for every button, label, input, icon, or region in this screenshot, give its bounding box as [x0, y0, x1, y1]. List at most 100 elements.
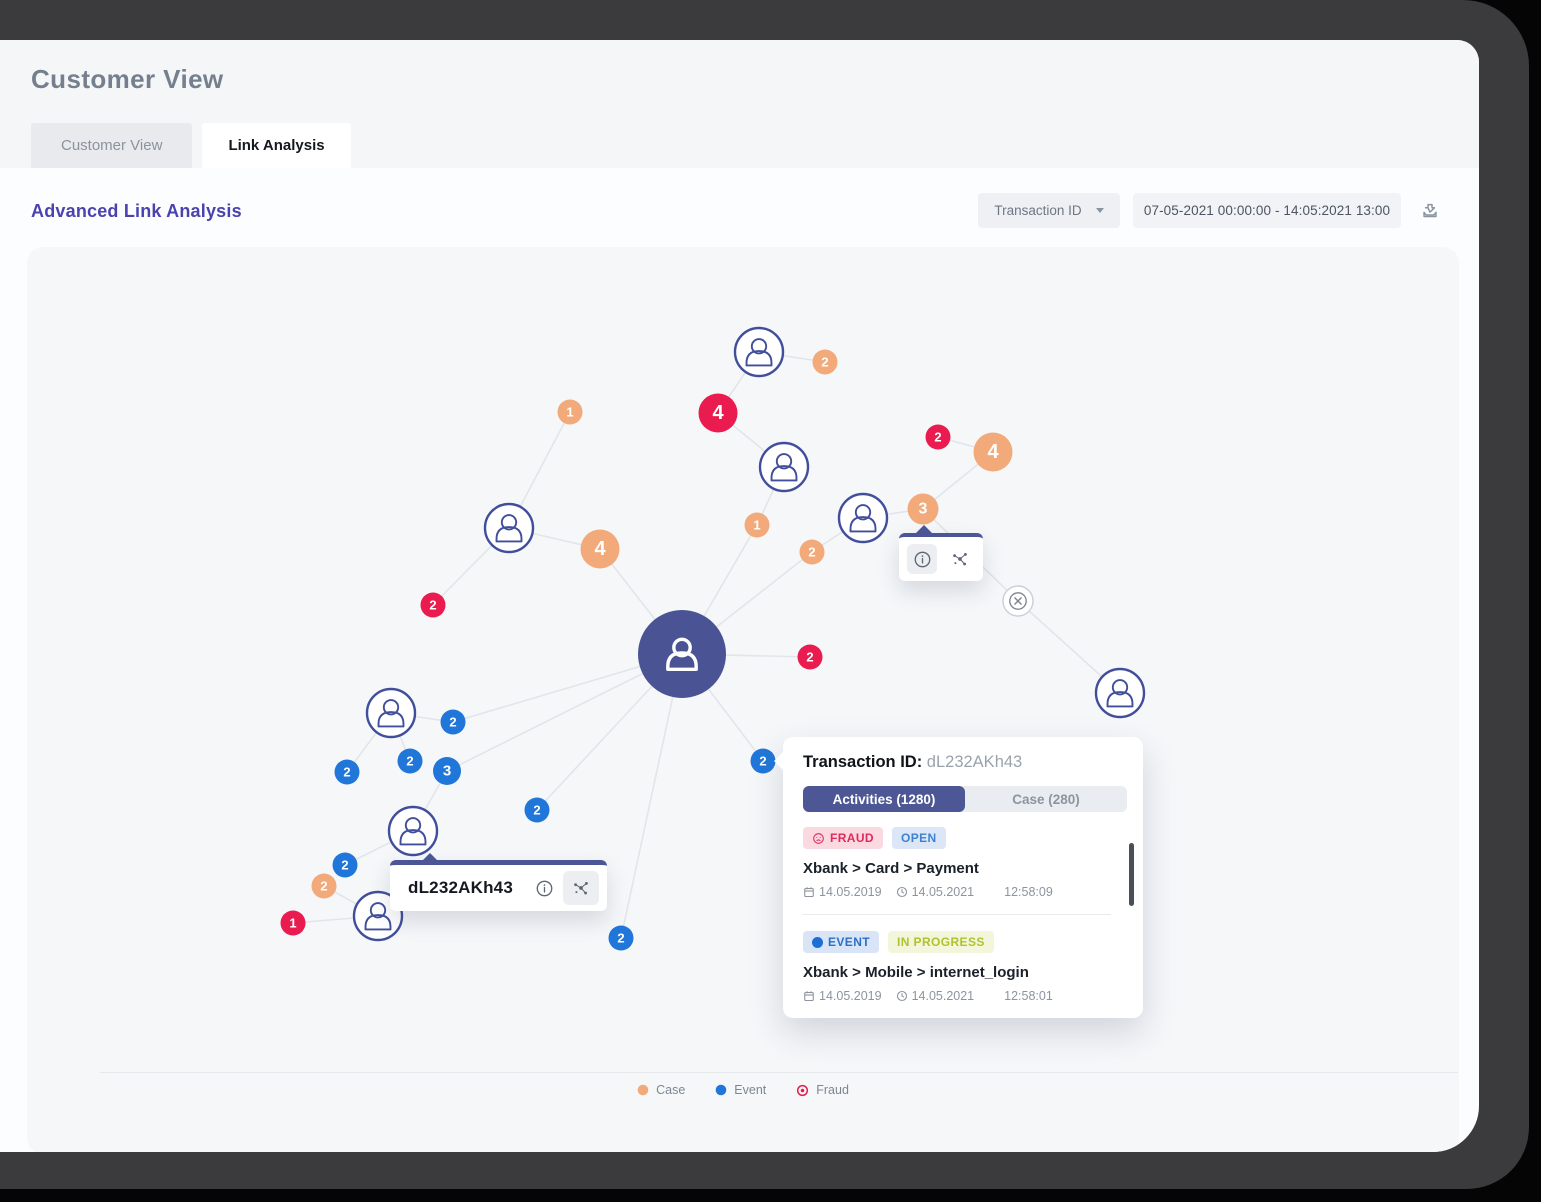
- link-analysis-icon: [574, 882, 588, 895]
- info-button[interactable]: [907, 544, 937, 574]
- badge-count: 4: [987, 441, 999, 463]
- person-icon: [672, 637, 692, 658]
- person-icon: [775, 453, 793, 470]
- popup-notch: [774, 752, 783, 770]
- legend-label: Event: [734, 1083, 767, 1097]
- popup-tabs: Activities (1280) Case (280): [803, 786, 1127, 812]
- badge-count: 2: [341, 858, 348, 873]
- person-node[interactable]: [365, 687, 417, 739]
- badge-count: 4: [594, 538, 606, 560]
- fraud-count-badge[interactable]: 1: [280, 910, 306, 936]
- app-window: Customer View Customer View Link Analysis…: [0, 40, 1479, 1152]
- person-icon: [377, 711, 405, 728]
- popup-tab-case-280-[interactable]: Case (280): [1012, 791, 1080, 807]
- activity-time: 12:58:01: [1004, 989, 1053, 1003]
- legend-item-event: Event: [715, 1083, 766, 1097]
- popup-title-label: Transaction ID:: [803, 753, 923, 771]
- calendar-icon: [804, 887, 814, 898]
- fraud-count-badge[interactable]: 2: [797, 644, 823, 670]
- person-icon: [854, 504, 872, 521]
- person-node[interactable]: [758, 441, 810, 493]
- activity-meta: 14.05.2019 14.05.2021 12:58:09: [803, 885, 1111, 899]
- event-count-badge[interactable]: 2: [397, 748, 423, 774]
- case-count-badge[interactable]: 1: [557, 399, 583, 425]
- date-to: 14.05.2021: [911, 885, 975, 899]
- person-icon: [770, 465, 798, 482]
- event-count-badge[interactable]: 2: [440, 709, 466, 735]
- popup-scrollbar[interactable]: [1129, 843, 1134, 906]
- activity-title: Xbank > Card > Payment: [803, 860, 979, 877]
- person-node[interactable]: [483, 502, 535, 554]
- export-button[interactable]: [1410, 193, 1450, 228]
- graph-edge: [620, 653, 683, 939]
- person-icon: [404, 817, 422, 834]
- expand-links-button[interactable]: [563, 871, 599, 905]
- badge-count: 2: [806, 650, 813, 665]
- activity-entry: FRAUD OPEN Xbank > Card > Payment 14.05.201…: [803, 827, 1111, 899]
- activity-time: 12:58:09: [1004, 885, 1053, 899]
- date-range-text: 07-05-2021 00:00:00 - 14:05:2021 13:00: [1143, 203, 1391, 218]
- header-tabs: Customer View Link Analysis: [31, 123, 361, 168]
- info-button[interactable]: [529, 873, 559, 903]
- event-count-badge[interactable]: 2: [608, 925, 634, 951]
- badge-count: 2: [343, 765, 350, 780]
- info-icon: [536, 880, 552, 896]
- link-analysis-canvas[interactable]: [27, 247, 1459, 1152]
- popup-title: Transaction ID: dL232AKh43: [803, 753, 1022, 772]
- case-count-badge[interactable]: 4: [973, 432, 1013, 472]
- app-header: Customer View Customer View Link Analysis: [0, 40, 1479, 168]
- badge-open: OPEN: [892, 827, 946, 849]
- expand-links-button[interactable]: [945, 544, 975, 574]
- fraud-count-badge[interactable]: 2: [420, 592, 446, 618]
- event-count-badge[interactable]: 2: [524, 797, 550, 823]
- person-icon: [369, 902, 387, 919]
- tab-link-analysis[interactable]: Link Analysis: [202, 123, 351, 168]
- event-count-badge[interactable]: 3: [433, 757, 461, 785]
- event-count-badge[interactable]: 2: [334, 759, 360, 785]
- entry-divider: [803, 914, 1111, 915]
- case-count-badge[interactable]: 2: [311, 873, 337, 899]
- activity-meta: 14.05.2019 14.05.2021 12:58:01: [803, 989, 1111, 1003]
- filter-select[interactable]: Transaction ID: [978, 193, 1120, 228]
- person-icon: [745, 350, 773, 367]
- activity-title: Xbank > Mobile > internet_login: [803, 964, 1029, 981]
- popup-tab-activities-1280-[interactable]: Activities (1280): [803, 786, 965, 812]
- tab-customer-view[interactable]: Customer View: [31, 123, 193, 168]
- calendar-icon: [804, 991, 814, 1002]
- case-count-badge[interactable]: 1: [744, 512, 770, 538]
- legend-label: Case: [656, 1083, 686, 1097]
- fraud-count-badge[interactable]: 4: [698, 393, 738, 433]
- date-from: 14.05.2019: [819, 989, 882, 1003]
- person-node[interactable]: [1094, 667, 1146, 719]
- event-count-badge[interactable]: 2: [750, 748, 776, 774]
- fraud-count-badge[interactable]: 2: [925, 424, 951, 450]
- case-count-badge[interactable]: 3: [907, 493, 939, 525]
- event-dot-icon: [715, 1084, 727, 1096]
- circle-x-icon: [1009, 592, 1027, 610]
- popup-title-value: dL232AKh43: [926, 753, 1023, 771]
- central-customer-node[interactable]: [638, 610, 726, 698]
- legend-item-case: Case: [637, 1083, 685, 1097]
- person-icon: [1106, 691, 1134, 708]
- chevron-down-icon: [1095, 208, 1104, 213]
- badge-count: 2: [406, 754, 413, 769]
- date-range-picker[interactable]: 07-05-2021 00:00:00 - 14:05:2021 13:00: [1133, 193, 1401, 228]
- badge-count: 3: [443, 763, 451, 780]
- activity-entry: EVENT IN PROGRESS Xbank > Mobile > interne…: [803, 931, 1111, 1003]
- badge-event: EVENT: [803, 931, 880, 953]
- person-node[interactable]: [387, 805, 439, 857]
- case-count-badge[interactable]: 2: [812, 349, 838, 375]
- case-count-badge[interactable]: 4: [580, 529, 620, 569]
- date-to: 14.05.2021: [911, 989, 975, 1003]
- person-node[interactable]: [837, 492, 889, 544]
- badge-count: 1: [566, 405, 573, 420]
- dismiss-node[interactable]: [1002, 585, 1034, 617]
- event-count-badge[interactable]: 2: [332, 852, 358, 878]
- badge-count: 2: [617, 931, 624, 946]
- badge-count: 2: [449, 715, 456, 730]
- case-count-badge[interactable]: 2: [799, 539, 825, 565]
- person-node[interactable]: [733, 326, 785, 378]
- section-heading: Advanced Link Analysis: [31, 201, 242, 221]
